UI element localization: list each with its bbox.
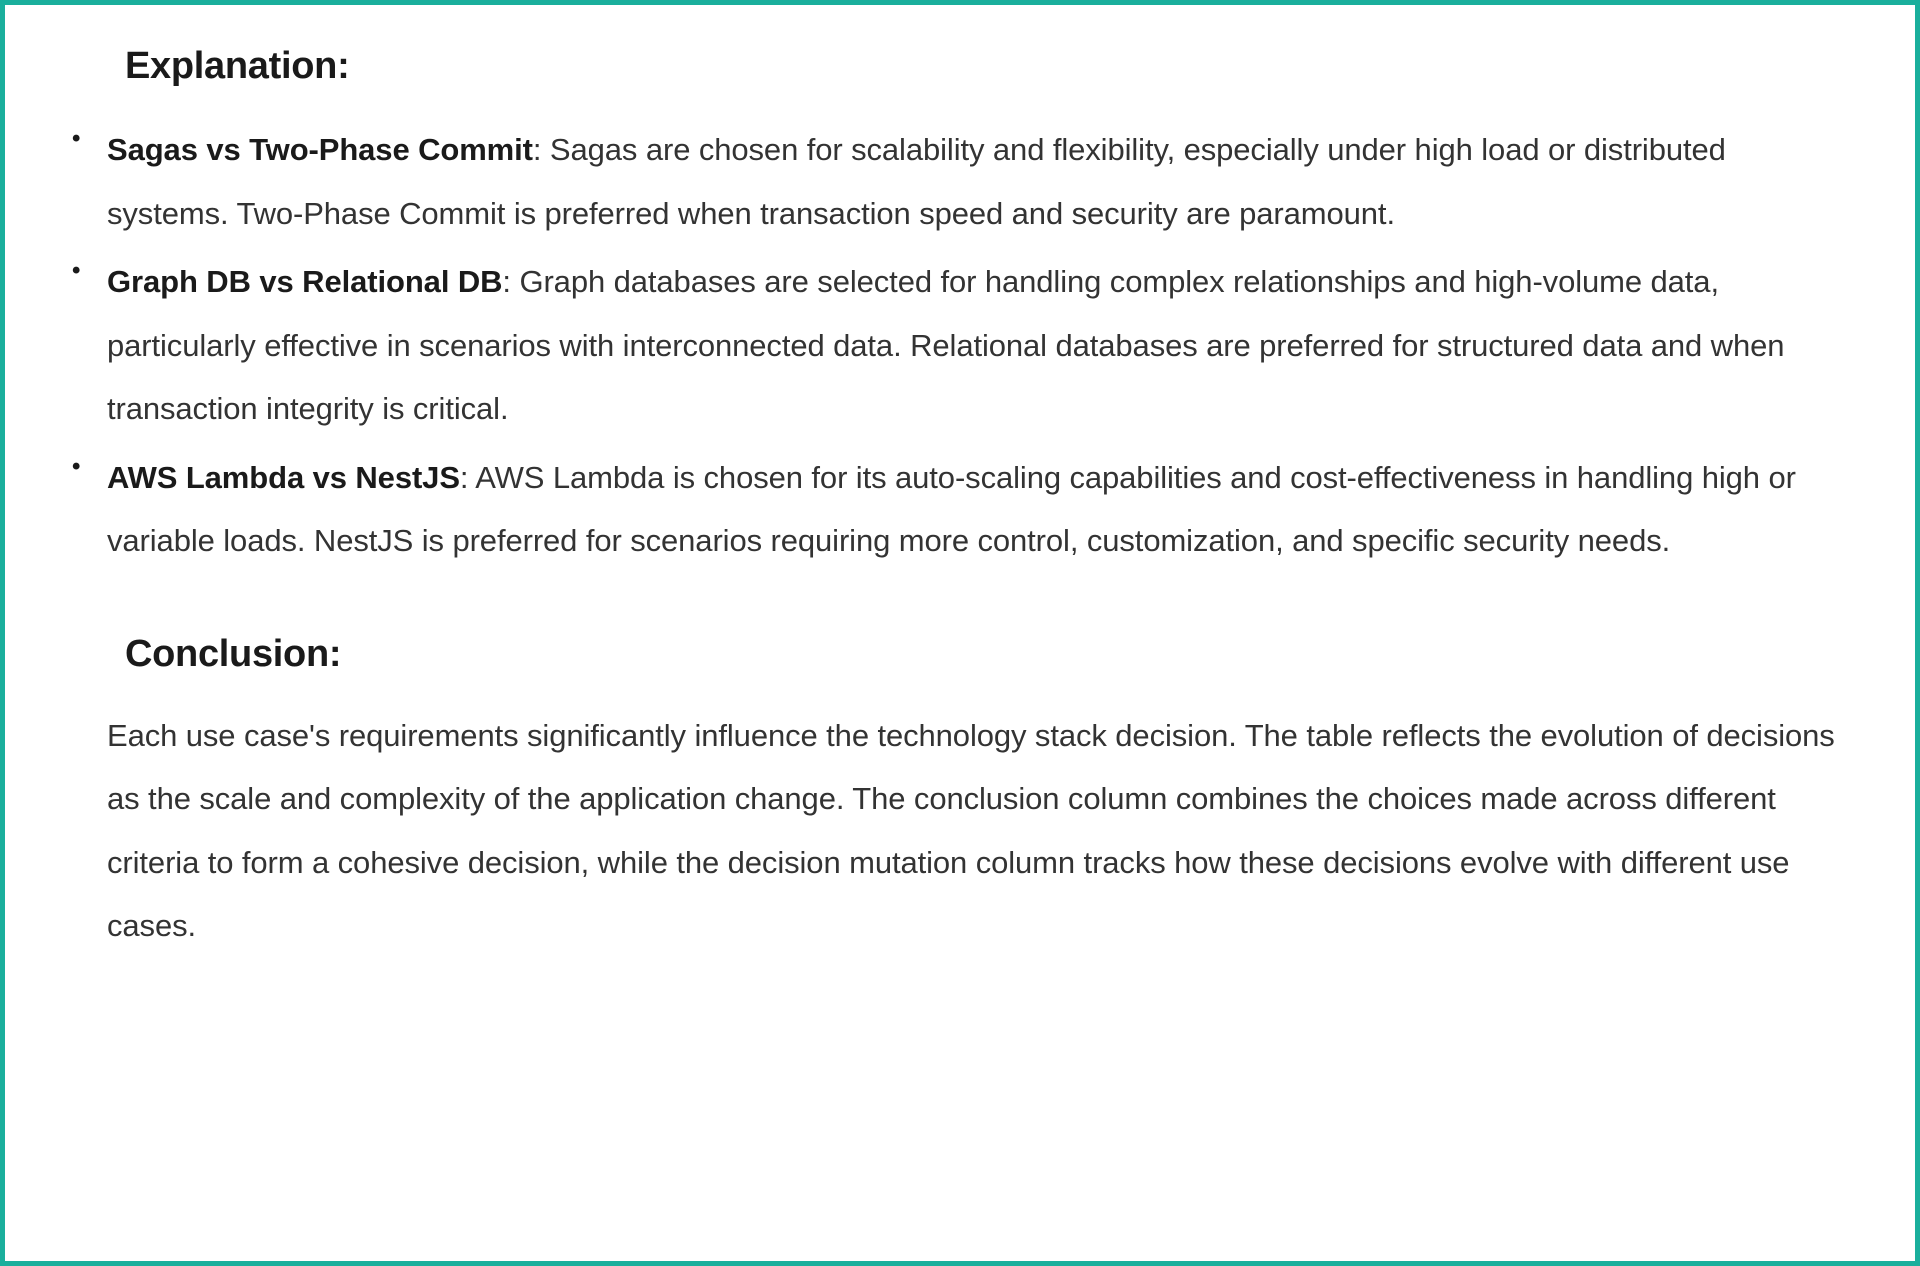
item-lead: Graph DB vs Relational DB	[107, 264, 502, 299]
conclusion-heading: Conclusion:	[125, 633, 1845, 676]
conclusion-paragraph: Each use case's requirements significant…	[65, 704, 1845, 958]
item-lead: AWS Lambda vs NestJS	[107, 460, 460, 495]
document-container: Explanation: Sagas vs Two-Phase Commit: …	[0, 0, 1920, 1266]
list-item: Sagas vs Two-Phase Commit: Sagas are cho…	[65, 118, 1845, 245]
list-item: Graph DB vs Relational DB: Graph databas…	[65, 250, 1845, 441]
explanation-list: Sagas vs Two-Phase Commit: Sagas are cho…	[65, 118, 1845, 573]
list-item: AWS Lambda vs NestJS: AWS Lambda is chos…	[65, 446, 1845, 573]
item-lead: Sagas vs Two-Phase Commit	[107, 132, 533, 167]
explanation-heading: Explanation:	[125, 45, 1845, 88]
